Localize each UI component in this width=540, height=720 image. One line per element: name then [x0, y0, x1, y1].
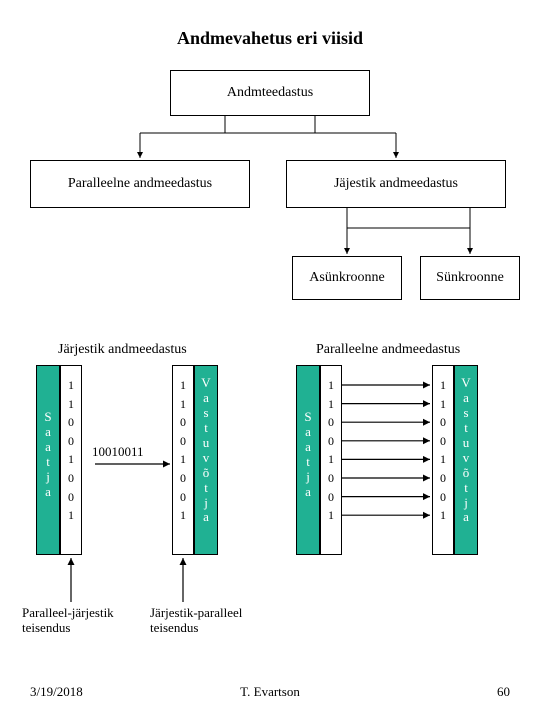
left-receiver-bits: 11001001 [176, 376, 190, 525]
left-sender-bits: 11001001 [64, 376, 78, 525]
tree-right-right-label: Sünkroonne [436, 270, 504, 286]
tree-right-label: Jäjestik andmeedastus [334, 176, 458, 192]
tree-root-label: Andmteedastus [227, 85, 313, 101]
tree-left-label: Paralleelne andmeedastus [68, 176, 212, 192]
tree-right-left-box: Asünkroonne [292, 256, 402, 300]
footer-author: T. Evartson [0, 684, 540, 700]
right-sender-bits: 11001001 [324, 376, 338, 525]
left-sender-label: Saatja [41, 410, 55, 500]
tree-left-box: Paralleelne andmeedastus [30, 160, 250, 208]
right-receiver-label: Vastuvõtja [459, 376, 473, 525]
page-title: Andmevahetus eri viisid [0, 28, 540, 49]
left-mid-bits-label: 10010011 [92, 444, 144, 460]
tree-right-left-label: Asünkroonne [309, 270, 384, 286]
caption-left: Paralleel-järjestikteisendus [22, 606, 114, 636]
tree-root-box: Andmteedastus [170, 70, 370, 116]
tree-right-right-box: Sünkroonne [420, 256, 520, 300]
footer-page: 60 [497, 684, 510, 700]
left-receiver-label: Vastuvõtja [199, 376, 213, 525]
right-receiver-bits: 11001001 [436, 376, 450, 525]
section-left-title: Järjestik andmeedastus [58, 342, 187, 358]
tree-right-box: Jäjestik andmeedastus [286, 160, 506, 208]
section-right-title: Paralleelne andmeedastus [316, 342, 460, 358]
caption-right: Järjestik-paralleelteisendus [150, 606, 242, 636]
right-sender-label: Saatja [301, 410, 315, 500]
